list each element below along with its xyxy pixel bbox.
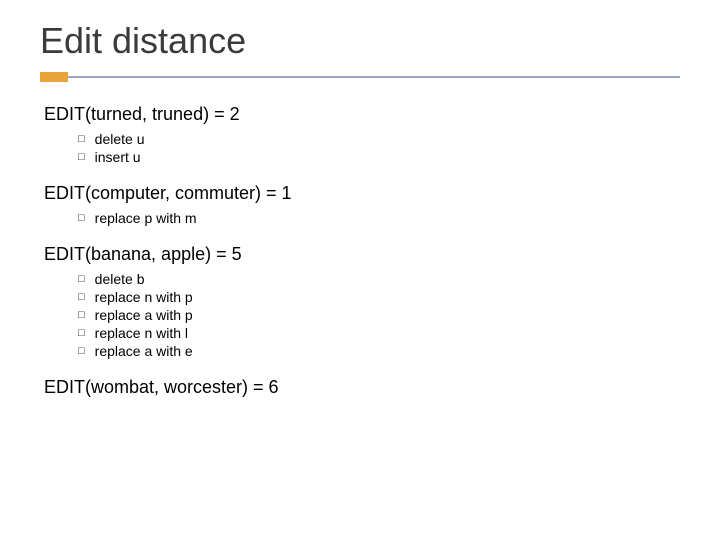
bullet-icon: □ bbox=[78, 328, 85, 339]
example-heading: EDIT(banana, apple) = 5 bbox=[44, 244, 680, 265]
bullet-icon: □ bbox=[78, 134, 85, 145]
list-item: □ replace p with m bbox=[78, 210, 680, 226]
content: EDIT(turned, truned) = 2 □ delete u □ in… bbox=[40, 94, 680, 398]
slide-title: Edit distance bbox=[40, 20, 680, 62]
bullet-icon: □ bbox=[78, 152, 85, 163]
op-text: delete b bbox=[95, 271, 145, 287]
example-1: EDIT(turned, truned) = 2 □ delete u □ in… bbox=[44, 104, 680, 165]
bullet-icon: □ bbox=[78, 346, 85, 357]
rule-line bbox=[68, 72, 680, 82]
list-item: □ delete u bbox=[78, 131, 680, 147]
ops-list: □ replace p with m bbox=[44, 210, 680, 226]
list-item: □ replace n with l bbox=[78, 325, 680, 341]
list-item: □ replace a with e bbox=[78, 343, 680, 359]
list-item: □ replace n with p bbox=[78, 289, 680, 305]
bullet-icon: □ bbox=[78, 310, 85, 321]
rule-accent bbox=[40, 72, 68, 82]
example-heading: EDIT(computer, commuter) = 1 bbox=[44, 183, 680, 204]
list-item: □ insert u bbox=[78, 149, 680, 165]
title-rule bbox=[40, 72, 680, 82]
list-item: □ replace a with p bbox=[78, 307, 680, 323]
list-item: □ delete b bbox=[78, 271, 680, 287]
example-4: EDIT(wombat, worcester) = 6 bbox=[44, 377, 680, 398]
op-text: replace a with e bbox=[95, 343, 193, 359]
op-text: insert u bbox=[95, 149, 141, 165]
op-text: replace n with p bbox=[95, 289, 193, 305]
example-heading: EDIT(turned, truned) = 2 bbox=[44, 104, 680, 125]
op-text: replace n with l bbox=[95, 325, 188, 341]
example-2: EDIT(computer, commuter) = 1 □ replace p… bbox=[44, 183, 680, 226]
ops-list: □ delete u □ insert u bbox=[44, 131, 680, 165]
title-block: Edit distance bbox=[40, 20, 680, 82]
ops-list: □ delete b □ replace n with p □ replace … bbox=[44, 271, 680, 359]
op-text: replace a with p bbox=[95, 307, 193, 323]
example-3: EDIT(banana, apple) = 5 □ delete b □ rep… bbox=[44, 244, 680, 359]
bullet-icon: □ bbox=[78, 213, 85, 224]
op-text: delete u bbox=[95, 131, 145, 147]
bullet-icon: □ bbox=[78, 274, 85, 285]
bullet-icon: □ bbox=[78, 292, 85, 303]
example-heading: EDIT(wombat, worcester) = 6 bbox=[44, 377, 680, 398]
slide: Edit distance EDIT(turned, truned) = 2 □… bbox=[0, 0, 720, 540]
op-text: replace p with m bbox=[95, 210, 197, 226]
